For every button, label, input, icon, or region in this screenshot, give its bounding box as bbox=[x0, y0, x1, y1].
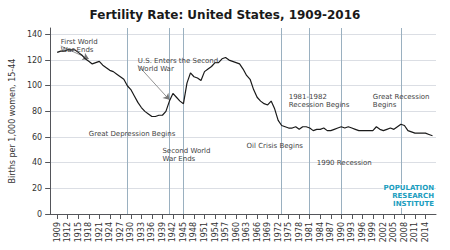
svg-text:Births per 1,000 women, 15-44: Births per 1,000 women, 15-44 bbox=[8, 59, 17, 184]
svg-text:40: 40 bbox=[32, 158, 42, 167]
svg-text:Begins: Begins bbox=[373, 101, 397, 109]
svg-text:World War: World War bbox=[138, 65, 174, 73]
svg-text:1936: 1936 bbox=[147, 222, 156, 242]
svg-text:1909: 1909 bbox=[53, 222, 62, 242]
svg-text:2005: 2005 bbox=[389, 222, 398, 242]
svg-text:Oil Crisis Begins: Oil Crisis Begins bbox=[247, 142, 304, 150]
svg-text:1915: 1915 bbox=[74, 222, 83, 242]
svg-text:1981-1982: 1981-1982 bbox=[289, 93, 327, 101]
svg-text:Recession Begins: Recession Begins bbox=[289, 101, 350, 109]
svg-text:120: 120 bbox=[27, 56, 42, 65]
svg-text:140: 140 bbox=[27, 30, 42, 39]
svg-text:1981: 1981 bbox=[305, 222, 314, 242]
svg-text:War Ends: War Ends bbox=[162, 155, 195, 163]
svg-text:1987: 1987 bbox=[326, 222, 335, 242]
svg-text:1927: 1927 bbox=[116, 222, 125, 242]
svg-text:1921: 1921 bbox=[95, 222, 104, 242]
svg-text:War Ends: War Ends bbox=[61, 46, 94, 54]
svg-text:2011: 2011 bbox=[410, 222, 419, 242]
svg-text:1984: 1984 bbox=[316, 222, 325, 242]
svg-text:First World: First World bbox=[61, 38, 98, 46]
svg-text:1954: 1954 bbox=[211, 222, 220, 242]
svg-text:1990: 1990 bbox=[337, 222, 346, 242]
svg-text:1912: 1912 bbox=[63, 222, 72, 242]
svg-text:1957: 1957 bbox=[221, 222, 230, 242]
svg-text:0: 0 bbox=[37, 210, 42, 219]
svg-text:1996: 1996 bbox=[358, 222, 367, 242]
svg-text:2014: 2014 bbox=[421, 222, 430, 242]
svg-text:20: 20 bbox=[32, 184, 42, 193]
svg-text:80: 80 bbox=[32, 107, 42, 116]
svg-text:Great Depression Begins: Great Depression Begins bbox=[89, 130, 176, 138]
svg-text:1963: 1963 bbox=[242, 222, 251, 242]
svg-text:Second World: Second World bbox=[162, 147, 210, 155]
svg-text:1975: 1975 bbox=[284, 222, 293, 242]
svg-text:60: 60 bbox=[32, 133, 42, 142]
svg-text:1990 Recession: 1990 Recession bbox=[317, 159, 372, 167]
svg-text:2002: 2002 bbox=[379, 222, 388, 242]
svg-text:100: 100 bbox=[27, 81, 42, 90]
svg-text:POPULATION: POPULATION bbox=[384, 184, 435, 192]
svg-text:2008: 2008 bbox=[400, 222, 409, 242]
svg-text:1999: 1999 bbox=[368, 222, 377, 242]
svg-text:1960: 1960 bbox=[232, 222, 241, 242]
svg-text:1993: 1993 bbox=[347, 222, 356, 242]
svg-text:1930: 1930 bbox=[126, 222, 135, 242]
svg-text:INSTITUTE: INSTITUTE bbox=[393, 200, 434, 208]
svg-text:U.S. Enters the Second: U.S. Enters the Second bbox=[138, 57, 218, 65]
svg-text:1939: 1939 bbox=[158, 222, 167, 242]
svg-text:1945: 1945 bbox=[179, 222, 188, 242]
svg-text:1933: 1933 bbox=[137, 222, 146, 242]
svg-text:1978: 1978 bbox=[295, 222, 304, 242]
svg-text:1969: 1969 bbox=[263, 222, 272, 242]
svg-text:Fertility Rate: United States,: Fertility Rate: United States, 1909-2016 bbox=[90, 8, 361, 22]
svg-text:1948: 1948 bbox=[189, 222, 198, 242]
svg-text:1918: 1918 bbox=[84, 222, 93, 242]
svg-text:1972: 1972 bbox=[274, 222, 283, 242]
svg-text:Great Recession: Great Recession bbox=[373, 93, 430, 101]
svg-text:1924: 1924 bbox=[105, 222, 114, 242]
svg-text:1942: 1942 bbox=[168, 222, 177, 242]
svg-text:1951: 1951 bbox=[200, 222, 209, 242]
svg-text:1966: 1966 bbox=[253, 222, 262, 242]
svg-text:RESEARCH: RESEARCH bbox=[392, 192, 434, 200]
